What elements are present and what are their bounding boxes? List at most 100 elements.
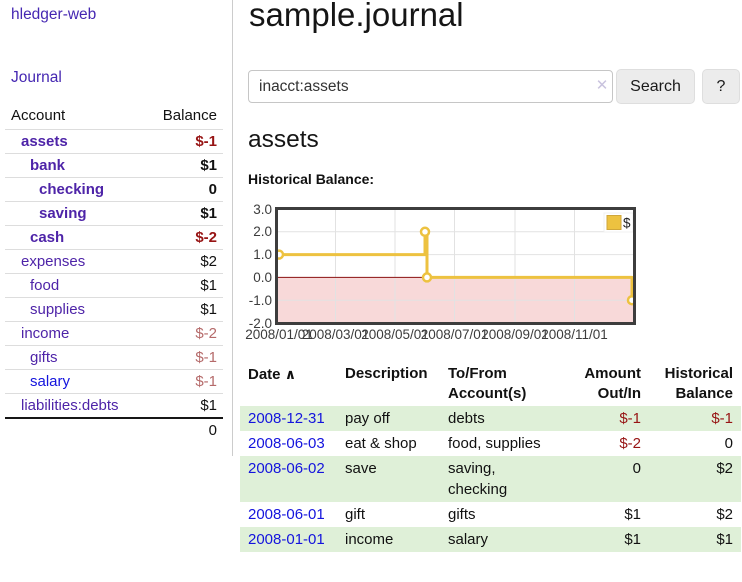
transaction-date-link[interactable]: 2008-06-03 [248,435,325,452]
help-button[interactable]: ? [702,69,740,104]
x-tick-label: 2008/07/01 [420,327,489,342]
register-table: Date ∧ Description To/From Account(s) Am… [240,362,741,552]
search-input[interactable] [248,70,613,103]
account-link-supplies[interactable]: supplies [30,301,86,318]
y-tick-label: 0.0 [253,270,272,285]
account-link-salary[interactable]: salary [30,373,71,390]
x-tick-label: 2008/05/01 [361,327,429,342]
balance-header-line1: Historical [664,365,733,382]
account-row: cash $-2 [5,225,223,250]
transaction-row: 2008-06-02 save saving, checking 0 $2 [240,456,741,502]
date-header-label: Date [248,366,281,383]
register-header-row: Date ∧ Description To/From Account(s) Am… [240,362,741,406]
page-title: sample.journal [249,0,464,33]
transaction-description: eat & shop [345,435,417,452]
account-balance: $-1 [145,345,223,370]
y-tick-label: -2.0 [248,316,272,331]
account-row: expenses $2 [5,249,223,274]
x-tick-label: 2008/09/01 [481,327,549,342]
transaction-amount: $-2 [619,435,641,452]
balance-header-line2: Balance [675,385,733,402]
chart-plot-area: $ [275,207,636,325]
data-point-markers [275,226,636,306]
chart-title: Historical Balance: [248,171,375,187]
account-total-balance: 0 [145,417,223,442]
balance-column-header: Balance [145,104,223,130]
account-column-header: Account [5,104,146,130]
transaction-amount: $1 [624,531,641,548]
balance-column-header: Historical Balance [649,362,741,406]
app-brand-link[interactable]: hledger-web [11,6,97,23]
transaction-description: pay off [345,410,390,427]
account-heading: assets [248,126,319,153]
transaction-date-link[interactable]: 2008-06-02 [248,460,325,477]
x-tick-label: 2008/01/01 [245,327,313,342]
transaction-row: 2008-06-01 gift gifts $1 $2 [240,502,741,527]
sidebar: hledger-web Journal Account Balance asse… [0,0,233,456]
legend-label: $ [623,216,631,231]
transaction-row: 2008-12-31 pay off debts $-1 $-1 [240,406,741,431]
account-link-checking[interactable]: checking [39,181,105,198]
description-column-header: Description [345,365,428,382]
account-row: assets $-1 [5,129,223,154]
amount-column-header: Amount Out/In [557,362,649,406]
chart-legend: $ [603,212,634,233]
account-row: saving $1 [5,201,223,226]
transaction-accounts: food, supplies [448,435,541,452]
legend-swatch [606,215,622,230]
transaction-accounts: debts [448,410,485,427]
account-row: food $1 [5,273,223,298]
account-balance: $2 [145,249,223,274]
account-balance: $-2 [145,225,223,250]
search-button[interactable]: Search [616,69,695,104]
transaction-balance: $1 [716,531,733,548]
transaction-date-link[interactable]: 2008-01-01 [248,531,325,548]
account-link-assets[interactable]: assets [21,133,68,150]
amount-header-line2: Out/In [597,385,641,402]
account-table-header: Account Balance [5,104,223,130]
account-link-liabilities-debts[interactable]: liabilities:debts [21,397,119,414]
account-link-gifts[interactable]: gifts [30,349,58,366]
transaction-row: 2008-06-03 eat & shop food, supplies $-2… [240,431,741,456]
account-balance: $-1 [145,369,223,394]
clear-search-icon[interactable]: ✕ [595,77,609,94]
transaction-balance: 0 [724,435,733,452]
account-link-saving[interactable]: saving [39,205,87,222]
sort-asc-icon: ∧ [284,366,297,382]
account-row: income $-2 [5,321,223,346]
account-balance-table: Account Balance assets $-1 bank $1 check… [5,104,223,442]
transaction-date-link[interactable]: 2008-06-01 [248,506,325,523]
y-tick-label: 3.0 [253,202,272,217]
transaction-balance: $-1 [711,410,733,427]
transaction-description: gift [345,506,366,523]
account-row: salary $-1 [5,369,223,394]
account-balance: $1 [145,393,223,419]
x-tick-label: 2008/11/01 [541,327,608,342]
account-link-income[interactable]: income [21,325,70,342]
account-balance: $-2 [145,321,223,346]
transaction-date-link[interactable]: 2008-12-31 [248,410,325,427]
tofrom-column-header: To/From Account(s) [440,362,557,406]
account-link-bank[interactable]: bank [30,157,66,174]
tofrom-header-line1: To/From [448,365,507,382]
y-tick-label: 1.0 [253,247,272,262]
nav-journal-link[interactable]: Journal [11,69,62,86]
transaction-description: save [345,460,377,477]
transaction-amount: $-1 [619,410,641,427]
amount-header-line1: Amount [584,365,641,382]
account-row: gifts $-1 [5,345,223,370]
account-link-expenses[interactable]: expenses [21,253,86,270]
transaction-balance: $2 [716,460,733,477]
account-balance: $1 [145,273,223,298]
account-balance: $1 [145,297,223,322]
account-row: bank $1 [5,153,223,178]
account-link-cash[interactable]: cash [30,229,65,246]
account-link-food[interactable]: food [30,277,60,294]
transaction-balance: $2 [716,506,733,523]
date-column-header[interactable]: Date ∧ [240,362,337,406]
account-row: supplies $1 [5,297,223,322]
y-tick-label: -1.0 [248,293,272,308]
account-balance: 0 [145,177,223,202]
tofrom-header-line2: Account(s) [448,385,527,402]
historical-balance-chart: 3.0 2.0 1.0 0.0 -1.0 -2.0 $ [240,195,742,347]
